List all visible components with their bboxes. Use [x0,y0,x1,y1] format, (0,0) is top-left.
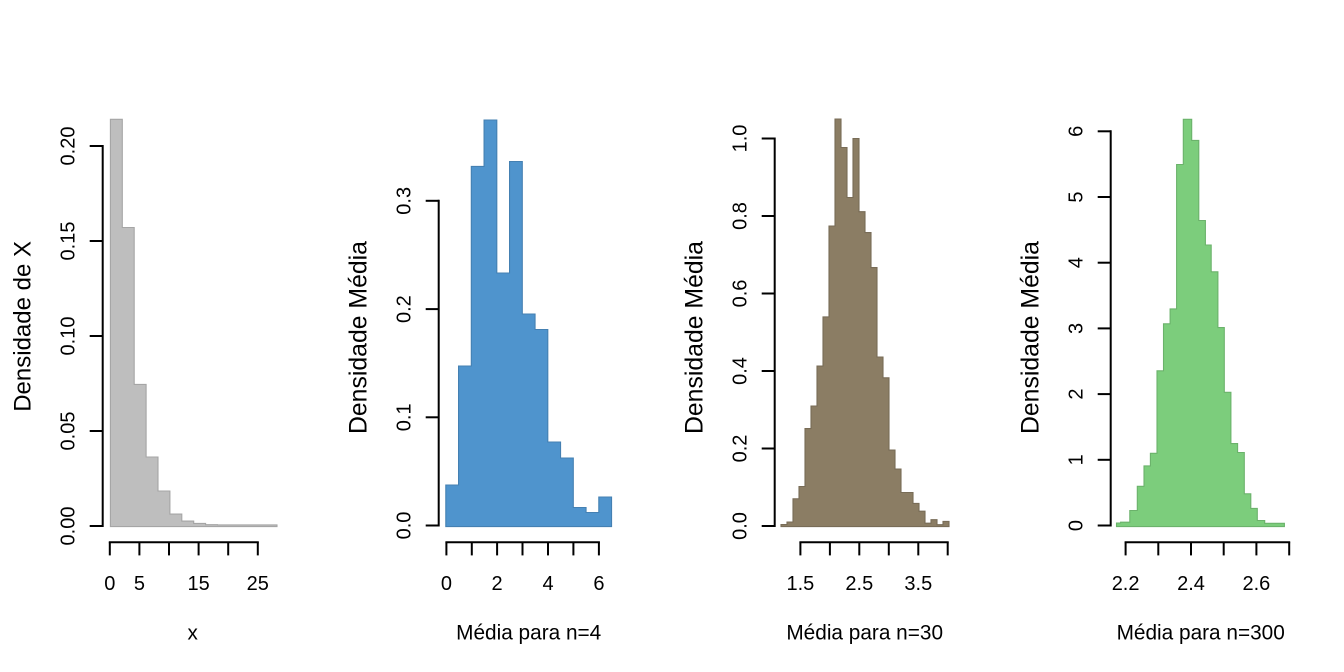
svg-text:6: 6 [1066,126,1088,137]
svg-text:5: 5 [1066,191,1088,202]
svg-text:Média para n=300: Média para n=300 [1117,621,1285,644]
svg-text:0: 0 [1066,520,1088,531]
svg-text:4: 4 [1066,257,1088,268]
svg-text:15: 15 [187,573,209,595]
svg-text:0.0: 0.0 [730,512,752,540]
svg-text:3: 3 [1066,323,1088,334]
svg-text:0.00: 0.00 [58,507,80,546]
svg-text:5: 5 [134,573,145,595]
svg-text:2.6: 2.6 [1242,573,1270,595]
svg-text:0.2: 0.2 [394,295,416,323]
svg-text:Média para n=4: Média para n=4 [456,621,601,644]
svg-text:2: 2 [492,573,503,595]
svg-text:x: x [188,621,199,644]
svg-text:2.5: 2.5 [845,573,873,595]
svg-text:Densidade Média: Densidade Média [346,241,373,434]
svg-text:25: 25 [247,573,269,595]
svg-text:2.4: 2.4 [1177,573,1205,595]
svg-text:1.0: 1.0 [730,125,752,153]
svg-text:0.0: 0.0 [394,512,416,540]
svg-text:0: 0 [104,573,115,595]
svg-text:1: 1 [1066,454,1088,465]
svg-text:0.6: 0.6 [730,280,752,308]
svg-text:0.15: 0.15 [58,222,80,261]
svg-text:Densidade Média: Densidade Média [1018,241,1045,434]
svg-text:Densidade Média: Densidade Média [682,241,709,434]
svg-text:6: 6 [593,573,604,595]
svg-text:2.2: 2.2 [1112,573,1140,595]
svg-text:2: 2 [1066,389,1088,400]
svg-text:0.10: 0.10 [58,317,80,356]
svg-text:Densidade de X: Densidade de X [10,241,37,412]
svg-text:0.2: 0.2 [730,435,752,463]
svg-text:1.5: 1.5 [786,573,814,595]
svg-text:0.8: 0.8 [730,202,752,230]
svg-text:0: 0 [441,573,452,595]
svg-text:3.5: 3.5 [904,573,932,595]
svg-text:Média para n=30: Média para n=30 [786,621,943,644]
svg-text:4: 4 [542,573,553,595]
svg-text:0.05: 0.05 [58,412,80,451]
svg-text:0.20: 0.20 [58,127,80,166]
svg-text:0.4: 0.4 [730,357,752,385]
svg-text:0.1: 0.1 [394,403,416,431]
svg-text:0.3: 0.3 [394,187,416,215]
